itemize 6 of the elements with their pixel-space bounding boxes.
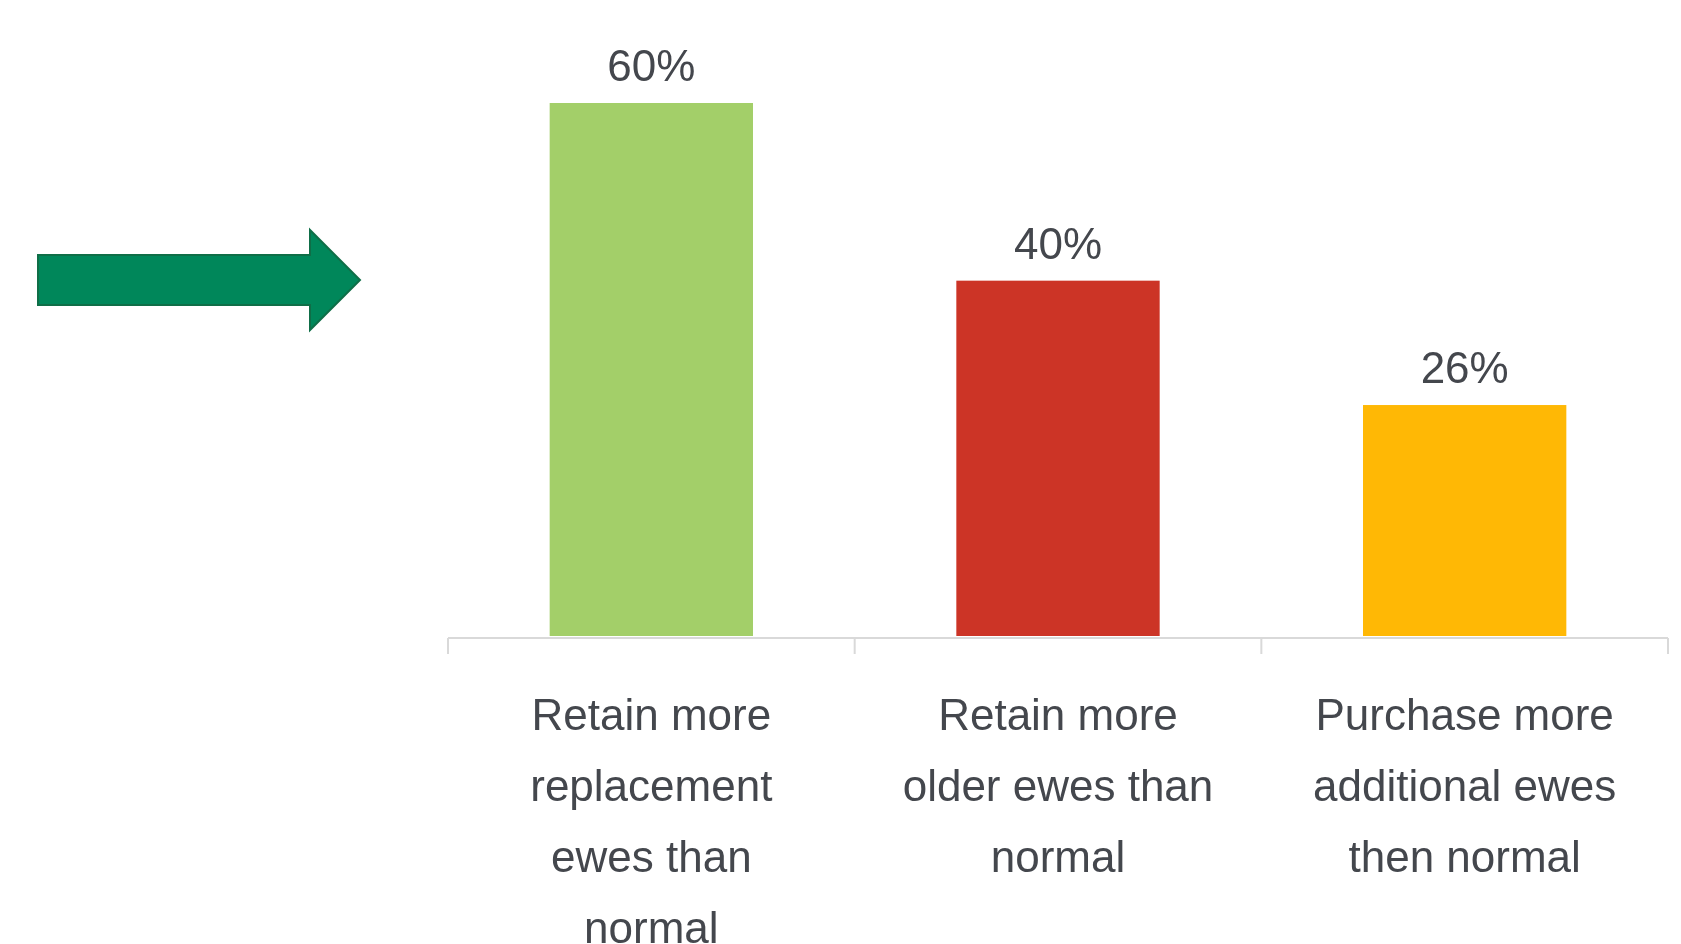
x-tick-label: Retain more older ewes than normal <box>902 690 1214 881</box>
data-label: 26% <box>1420 343 1509 393</box>
data-label: 40% <box>1013 218 1103 268</box>
x-tick-label: Retain more replacement ewes than normal <box>530 690 773 944</box>
x-tick-label: Purchase more additional ewes then normal <box>1313 690 1617 881</box>
data-label: 60% <box>607 41 696 90</box>
